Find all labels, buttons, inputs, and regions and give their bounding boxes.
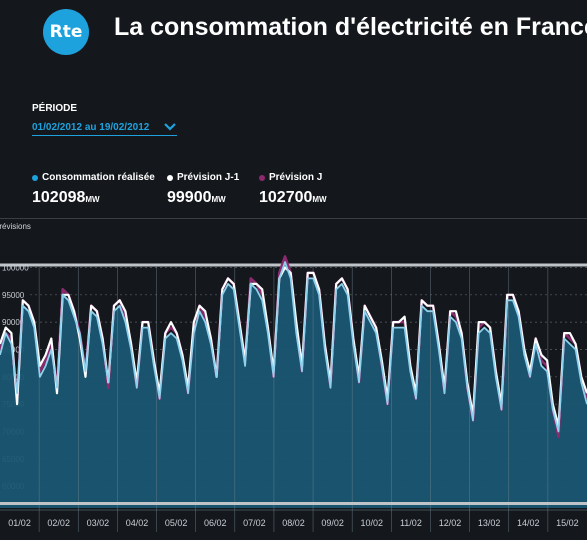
section-label: Prévisions bbox=[0, 222, 31, 231]
period-value: 01/02/2012 au 19/02/2012 bbox=[32, 121, 150, 133]
x-tick-label: 03/02 bbox=[87, 518, 110, 528]
kpi-value-prevision-j: 102700 bbox=[259, 189, 313, 206]
plot-bottom-border bbox=[0, 502, 587, 505]
x-tick-label: 02/02 bbox=[47, 518, 70, 528]
kpi-value-prevision-j1: 99900 bbox=[167, 189, 212, 206]
x-tick-label: 01/02 bbox=[8, 518, 31, 528]
kpi-unit: MW bbox=[211, 195, 226, 204]
kpi-label-prevision-j1: Prévision J-1 bbox=[177, 172, 240, 183]
x-tick-label: 14/02 bbox=[517, 518, 540, 528]
x-tick-label: 04/02 bbox=[126, 518, 149, 528]
kpi-prevision-j1: Prévision J-1 99900MW bbox=[167, 172, 239, 207]
x-tick-label: 10/02 bbox=[361, 518, 384, 528]
consumption-chart[interactable]: 6000065000700007500080000850009000095000… bbox=[0, 232, 587, 540]
x-tick-label: 11/02 bbox=[400, 518, 422, 528]
prevision-j1-legend-dot bbox=[167, 174, 173, 181]
x-tick-label: 13/02 bbox=[478, 518, 501, 528]
section-divider bbox=[0, 218, 587, 219]
period-dropdown[interactable]: 01/02/2012 au 19/02/2012 bbox=[32, 119, 177, 136]
y-tick-label: 100000 bbox=[2, 263, 29, 272]
x-tick-label: 08/02 bbox=[282, 518, 305, 528]
logo-text: Rte bbox=[49, 22, 83, 42]
x-tick-label: 12/02 bbox=[439, 518, 462, 528]
y-tick-label: 95000 bbox=[2, 291, 25, 300]
x-tick-label: 06/02 bbox=[204, 518, 227, 528]
kpi-prevision-j: Prévision J 102700MW bbox=[259, 172, 327, 207]
kpi-value-consommation: 102098 bbox=[32, 189, 86, 206]
rte-logo: Rte bbox=[43, 9, 89, 55]
y-tick-label: 90000 bbox=[2, 318, 25, 327]
consommation-line bbox=[0, 261, 587, 433]
consommation-area bbox=[0, 262, 587, 508]
chevron-down-icon bbox=[164, 123, 176, 131]
kpi-label-consommation: Consommation réalisée bbox=[42, 172, 155, 183]
kpi-unit: MW bbox=[312, 195, 327, 204]
page-title: La consommation d'électricité en France bbox=[114, 13, 587, 41]
prevision-j-legend-dot bbox=[259, 174, 265, 181]
x-tick-label: 07/02 bbox=[243, 518, 266, 528]
x-tick-label: 15/02 bbox=[556, 518, 579, 528]
x-tick-label: 09/02 bbox=[321, 518, 344, 528]
kpi-unit: MW bbox=[85, 195, 100, 204]
x-tick-label: 05/02 bbox=[165, 518, 188, 528]
period-label: PÉRIODE bbox=[32, 103, 78, 114]
kpi-consommation: Consommation réalisée 102098MW bbox=[32, 172, 155, 207]
kpi-label-prevision-j: Prévision J bbox=[269, 172, 323, 183]
consommation-legend-dot bbox=[32, 174, 38, 181]
